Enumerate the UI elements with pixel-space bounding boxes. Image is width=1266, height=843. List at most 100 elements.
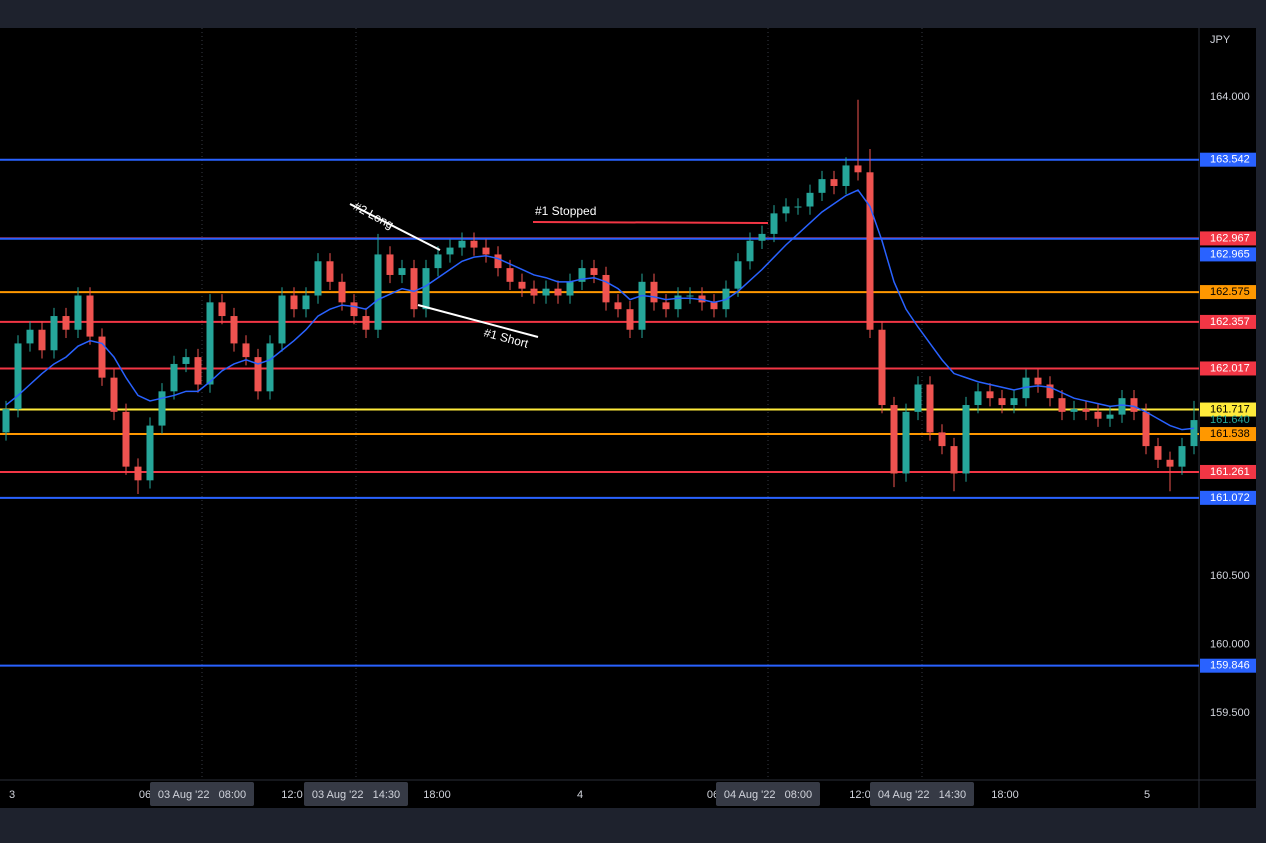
candle-body (650, 281, 658, 303)
x-tick-label: 12:0 (281, 789, 302, 801)
candle-body (542, 288, 550, 296)
candle-body (470, 240, 478, 248)
candle-body (674, 295, 682, 310)
candle-body (830, 179, 838, 186)
candle-body (2, 409, 10, 433)
candle-body (218, 302, 226, 317)
candle-body (866, 172, 874, 330)
candle-body (710, 302, 718, 310)
level-label-bg (1200, 427, 1256, 442)
candle-body (170, 363, 178, 392)
candle-body (806, 192, 814, 207)
candle-body (314, 261, 322, 296)
candle-body (530, 288, 538, 296)
level-label-bg (1200, 490, 1256, 505)
y-tick-label: 164.000 (1210, 91, 1250, 103)
candle-body (158, 391, 166, 426)
y-tick-label: 160.000 (1210, 639, 1250, 651)
candle-body (386, 254, 394, 275)
level-label: 161.261 (1210, 466, 1250, 478)
level-label-bg (1200, 658, 1256, 673)
candle-body (1166, 459, 1174, 467)
level-label-bg (1200, 231, 1256, 246)
time-highlight (716, 782, 820, 806)
candle-body (134, 466, 142, 481)
ema-line (5, 189, 1195, 431)
level-label: 159.846 (1210, 660, 1250, 672)
candle-body (1010, 398, 1018, 406)
candle-body (278, 295, 286, 344)
level-label: 162.575 (1210, 286, 1250, 298)
level-label: 161.717 (1210, 403, 1250, 415)
candle-body (182, 357, 190, 364)
candle-body (1142, 411, 1150, 447)
level-label-bg (1200, 285, 1256, 300)
candle-body (578, 268, 586, 282)
candle-body (458, 240, 466, 248)
candle-body (422, 268, 430, 310)
time-highlight (304, 782, 408, 806)
candle-body (254, 357, 262, 392)
candle-body (86, 295, 94, 337)
candle-body (758, 233, 766, 241)
candle-body (734, 261, 742, 289)
annotation: #1 Stopped (535, 204, 596, 218)
candle-body (362, 316, 370, 330)
candle-body (518, 281, 526, 289)
level-label: 162.965 (1210, 248, 1250, 260)
candle-body (686, 295, 694, 297)
level-label-bg (1200, 152, 1256, 167)
x-tick-label: 5 (1144, 789, 1150, 801)
candle-body (1046, 384, 1054, 399)
candle-body (1058, 398, 1066, 412)
level-label: 162.017 (1210, 362, 1250, 374)
candle-body (266, 343, 274, 392)
candle-body (302, 295, 310, 310)
candle-body (842, 165, 850, 186)
candles (2, 99, 1198, 495)
candle-body (290, 295, 298, 310)
level-label-bg (1200, 314, 1256, 329)
x-tick-label: 4 (577, 789, 583, 801)
candle-body (446, 247, 454, 255)
candle-body (962, 405, 970, 474)
candle-body (590, 268, 598, 275)
candle-body (1154, 446, 1162, 460)
candle-body (926, 384, 934, 433)
time-highlight (870, 782, 974, 806)
candle-body (506, 268, 514, 282)
candle-body (230, 316, 238, 344)
candle-body (878, 329, 886, 406)
candle-body (434, 254, 442, 269)
candle-body (1070, 409, 1078, 412)
x-tick-label: 04 Aug '22 14:30 (878, 789, 966, 801)
candle-body (854, 165, 862, 173)
x-tick-label: 18:00 (991, 789, 1019, 801)
candle-body (950, 446, 958, 474)
level-label: 162.357 (1210, 316, 1250, 328)
axis-labels: 159.500 160.000 160.500 164.000 163.542 162.9… (1200, 91, 1256, 719)
candle-body (974, 391, 982, 406)
candle-body (494, 254, 502, 269)
level-label: 163.542 (1210, 154, 1250, 166)
candle-body (242, 343, 250, 358)
candle-body (350, 302, 358, 317)
candle-body (818, 179, 826, 193)
level-label: 161.538 (1210, 428, 1250, 440)
candle-body (662, 302, 670, 310)
candle-body (98, 336, 106, 378)
time-highlight (150, 782, 254, 806)
x-tick-label: 03 Aug '22 08:00 (158, 789, 246, 801)
candle-body (938, 432, 946, 447)
plot-bg (0, 28, 1256, 808)
candle-body (614, 302, 622, 310)
candle-body (38, 329, 46, 351)
x-tick-label: 04 Aug '22 08:00 (724, 789, 812, 801)
candle-body (194, 357, 202, 385)
level-label: 162.967 (1210, 232, 1250, 244)
x-tick-label: 3 (9, 789, 15, 801)
candle-body (410, 268, 418, 310)
candle-body (1190, 420, 1198, 447)
session-lines (201, 28, 923, 780)
